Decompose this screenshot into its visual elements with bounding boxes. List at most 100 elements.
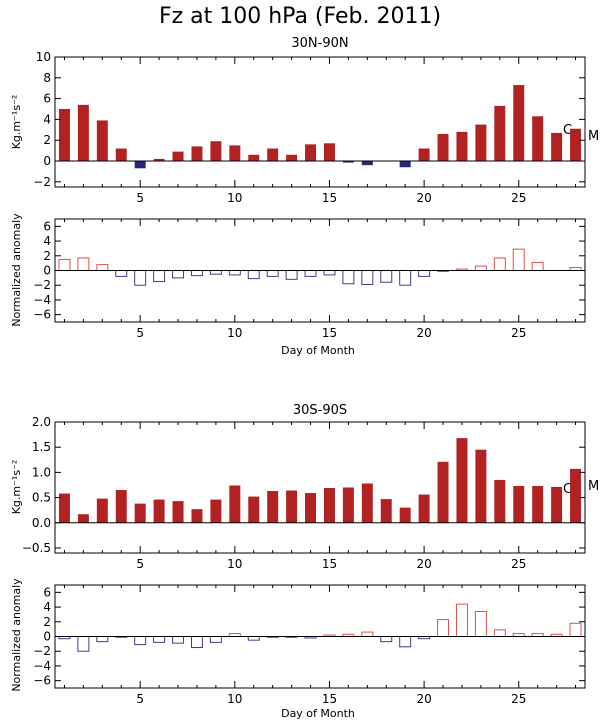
bar xyxy=(418,494,430,523)
bar xyxy=(77,257,90,272)
bar xyxy=(229,145,241,161)
bar xyxy=(437,133,449,161)
bar xyxy=(96,636,109,643)
y-tick-label: −6 xyxy=(33,674,51,688)
bar xyxy=(248,496,260,523)
y-tick-label: −4 xyxy=(33,659,51,673)
y-tick-label: 4 xyxy=(43,234,51,248)
bar xyxy=(210,499,222,523)
bar xyxy=(456,438,468,523)
bar xyxy=(58,258,71,272)
plot-frame xyxy=(54,56,586,188)
y-tick-label: 0 xyxy=(43,630,51,644)
bar xyxy=(342,270,355,285)
bar xyxy=(134,161,146,169)
x-tick-label: 20 xyxy=(416,692,431,706)
x-tick-label: 15 xyxy=(322,326,337,340)
panel-subtitle: 30N-90N xyxy=(291,36,348,51)
bar xyxy=(361,631,374,637)
bar xyxy=(437,619,450,637)
bar xyxy=(512,248,525,272)
x-tick-label: 10 xyxy=(227,692,242,706)
bar xyxy=(399,636,412,648)
bar xyxy=(551,486,563,523)
y-tick-label: −4 xyxy=(33,293,51,307)
y-tick-label: 1.5 xyxy=(32,440,51,454)
bar xyxy=(286,154,298,161)
y-tick-label: −2 xyxy=(33,278,51,292)
bar xyxy=(361,270,374,285)
y-tick-label: 0.5 xyxy=(32,491,51,505)
side-label-c: C xyxy=(563,482,572,497)
x-tick-label: 20 xyxy=(416,557,431,571)
bar xyxy=(153,270,166,283)
bar xyxy=(229,485,241,523)
bar xyxy=(210,141,222,161)
bar xyxy=(77,104,89,161)
x-axis-label: Day of Month xyxy=(281,344,355,357)
y-tick-label: 4 xyxy=(43,112,51,126)
bar xyxy=(58,109,70,161)
bar xyxy=(247,636,260,641)
bar xyxy=(342,161,354,163)
bar xyxy=(570,468,582,523)
y-tick-label: 6 xyxy=(43,92,51,106)
y-axis-label: Kg.m⁻¹s⁻² xyxy=(10,460,23,515)
panel-30s-90s-flux: 30S-90S Kg.m⁻¹s⁻² C M −0.5 0.0 0.5 1.0 1.5 2.… xyxy=(10,403,599,571)
side-label-c: C xyxy=(563,123,572,138)
bar xyxy=(115,270,128,277)
y-tick-label: 8 xyxy=(43,71,51,85)
bar xyxy=(513,85,525,161)
bar xyxy=(361,161,373,166)
bar xyxy=(380,270,393,283)
bar xyxy=(304,270,317,277)
bar xyxy=(399,161,411,168)
panel-30s-90s-anomaly: Normalized anomaly Day of Month −6−4−202… xyxy=(10,578,586,720)
bar xyxy=(191,146,203,161)
y-tick-label: 6 xyxy=(43,585,51,599)
bar xyxy=(172,270,185,279)
panel-subtitle: 30S-90S xyxy=(293,403,347,418)
bar xyxy=(153,499,165,523)
bar xyxy=(190,270,203,277)
x-tick-label: 15 xyxy=(322,557,337,571)
bar xyxy=(305,493,317,523)
bar xyxy=(77,636,90,652)
x-tick-label: 20 xyxy=(416,191,431,205)
bar xyxy=(399,270,412,286)
x-tick-label: 25 xyxy=(511,191,526,205)
bar xyxy=(248,154,260,161)
bar xyxy=(96,120,108,161)
bar xyxy=(134,636,147,646)
bar xyxy=(474,265,487,272)
bar xyxy=(266,270,279,277)
bar xyxy=(77,514,89,523)
bar xyxy=(286,490,298,523)
x-tick-label: 10 xyxy=(227,326,242,340)
bar xyxy=(153,158,165,161)
y-tick-label: −0.5 xyxy=(22,541,51,555)
bar xyxy=(399,507,411,523)
y-tick-label: 2 xyxy=(43,133,51,147)
bar xyxy=(267,491,279,523)
bar xyxy=(456,131,468,161)
y-tick-label: 2 xyxy=(43,249,51,263)
bar xyxy=(305,144,317,161)
y-tick-label: −6 xyxy=(33,308,51,322)
bar xyxy=(153,636,166,643)
bar xyxy=(247,270,260,280)
bar xyxy=(437,461,449,523)
y-tick-label: 2 xyxy=(43,615,51,629)
bar xyxy=(96,264,109,272)
bar xyxy=(531,261,544,271)
x-tick-label: 15 xyxy=(322,191,337,205)
bar xyxy=(513,485,525,523)
y-tick-label: 0 xyxy=(43,264,51,278)
bar xyxy=(570,128,582,161)
bar xyxy=(228,270,241,276)
x-tick-label: 5 xyxy=(136,692,144,706)
x-tick-label: 5 xyxy=(136,557,144,571)
y-tick-label: 10 xyxy=(36,50,51,64)
y-tick-label: 1.0 xyxy=(32,465,51,479)
